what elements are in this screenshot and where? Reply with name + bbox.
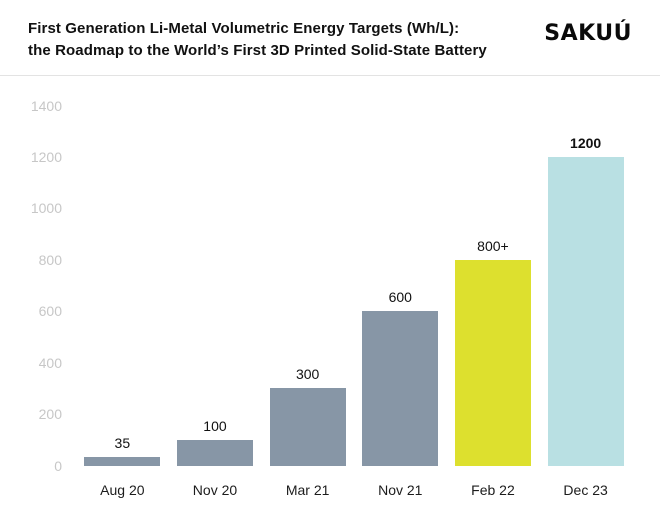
y-tick-label: 800 [38, 251, 62, 268]
bar [362, 311, 439, 466]
bar-slot: 800+ [454, 106, 531, 466]
bar-value-label: 35 [114, 434, 131, 451]
plot-area: 35 100 300 600 800+ 1200 [76, 106, 632, 466]
header-divider [0, 74, 660, 76]
x-tick-label: Aug 20 [100, 481, 145, 498]
bar [176, 439, 253, 466]
header: First Generation Li-Metal Volumetric Ene… [28, 18, 632, 62]
chart-title: First Generation Li-Metal Volumetric Ene… [28, 18, 487, 62]
y-tick-label: 1400 [30, 97, 62, 114]
x-tick-label: Mar 21 [285, 481, 330, 498]
y-axis: 0 200 400 600 800 1000 1200 1400 [28, 98, 76, 474]
chart-title-line-1: First Generation Li-Metal Volumetric Ene… [28, 20, 460, 37]
y-tick-label: 1000 [30, 200, 62, 217]
bar-slot: 35 [84, 106, 161, 466]
bars-row: 35 100 300 600 800+ 1200 [76, 106, 632, 466]
bar-value-label: 1200 [570, 134, 602, 151]
y-tick-label: 400 [38, 354, 62, 371]
y-tick-label: 0 [54, 457, 62, 474]
x-tick-label: Nov 21 [378, 481, 423, 498]
x-tick-label: Nov 20 [192, 481, 238, 498]
bar [547, 156, 624, 466]
bar [84, 456, 161, 466]
bar [454, 259, 531, 466]
y-tick-label: 1200 [30, 148, 62, 165]
bar [269, 388, 346, 466]
bar-slot: 100 [176, 106, 253, 466]
x-axis: Aug 20 Nov 20 Mar 21 Nov 21 Feb 22 Dec 23 [76, 482, 632, 498]
bar-value-label: 300 [295, 366, 320, 383]
x-tick-label: Feb 22 [471, 481, 515, 498]
y-tick-label: 200 [38, 406, 62, 423]
bar-value-label: 800+ [477, 237, 509, 254]
y-tick-label: 600 [38, 303, 62, 320]
x-tick-label: Dec 23 [563, 481, 608, 498]
chart-title-line-2: the Roadmap to the World’s First 3D Prin… [28, 41, 487, 59]
bar-value-label: 600 [388, 289, 412, 306]
bar-value-label: 100 [203, 417, 227, 434]
bar-chart: 0 200 400 600 800 1000 1200 1400 35 100 300 600 800… [28, 98, 632, 474]
bar-slot: 600 [362, 106, 439, 466]
sakuu-logo: SAKUÚ [544, 21, 632, 46]
bar-slot: 1200 [547, 106, 624, 466]
bar-slot: 300 [269, 106, 346, 466]
